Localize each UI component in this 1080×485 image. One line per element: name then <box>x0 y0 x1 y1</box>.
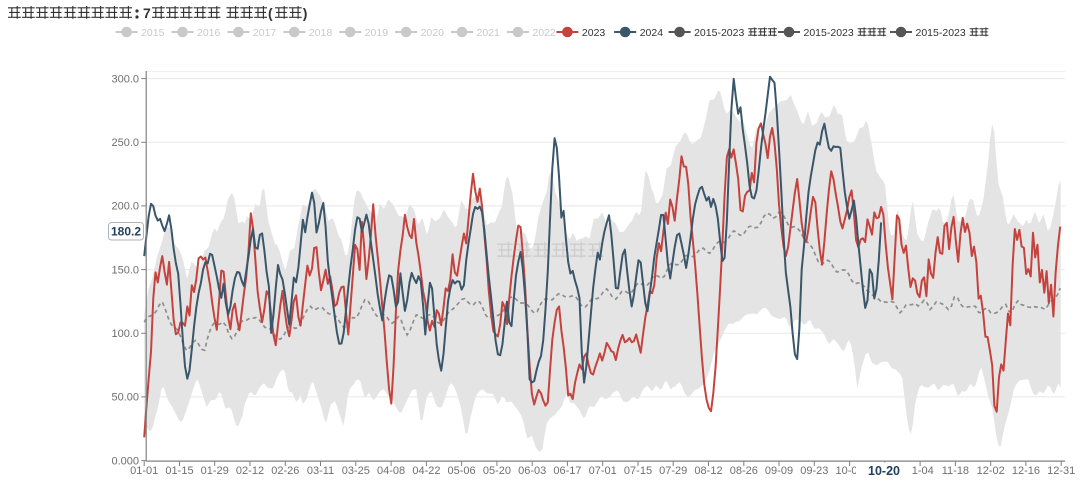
svg-text:03-25: 03-25 <box>342 465 370 477</box>
svg-text:12-02: 12-02 <box>977 465 1005 477</box>
svg-text:50.00: 50.00 <box>111 392 139 404</box>
svg-text:08-26: 08-26 <box>730 465 758 477</box>
svg-text:05-20: 05-20 <box>483 465 511 477</box>
svg-text:250.0: 250.0 <box>111 137 139 149</box>
svg-text:07-01: 07-01 <box>589 465 617 477</box>
svg-text:7: 7 <box>143 5 151 21</box>
svg-text:02-26: 02-26 <box>271 465 299 477</box>
svg-text:11-18: 11-18 <box>942 465 969 477</box>
svg-text:2015-2023: 2015-2023 <box>694 27 744 39</box>
svg-text:150.0: 150.0 <box>111 264 139 276</box>
svg-text:09-09: 09-09 <box>765 465 793 477</box>
svg-text:12-16: 12-16 <box>1012 465 1040 477</box>
svg-text:12-31: 12-31 <box>1047 465 1075 477</box>
svg-text:2021: 2021 <box>477 27 501 39</box>
svg-text:2016: 2016 <box>197 27 221 39</box>
svg-text:07-15: 07-15 <box>624 465 652 477</box>
svg-text:09-23: 09-23 <box>800 465 828 477</box>
svg-text:03-11: 03-11 <box>307 465 334 477</box>
svg-text:200.0: 200.0 <box>111 201 139 213</box>
svg-text:2017: 2017 <box>253 27 277 39</box>
svg-text:2022: 2022 <box>532 27 556 39</box>
svg-text:): ) <box>303 5 308 21</box>
svg-text:(: ( <box>268 5 273 21</box>
svg-text:08-12: 08-12 <box>694 465 722 477</box>
svg-text:2019: 2019 <box>365 27 389 39</box>
svg-text:300.0: 300.0 <box>111 73 139 85</box>
svg-text:2018: 2018 <box>309 27 333 39</box>
svg-text:04-08: 04-08 <box>377 465 405 477</box>
svg-text:2020: 2020 <box>421 27 445 39</box>
svg-text:05-06: 05-06 <box>448 465 476 477</box>
svg-text:01-15: 01-15 <box>165 465 193 477</box>
svg-text:2015-2023: 2015-2023 <box>916 27 966 39</box>
svg-text:2023: 2023 <box>582 27 606 39</box>
svg-text:07-29: 07-29 <box>659 465 687 477</box>
svg-text:04-22: 04-22 <box>412 465 440 477</box>
svg-text:2024: 2024 <box>640 27 664 39</box>
svg-text:11-04: 11-04 <box>906 465 933 477</box>
svg-text:2015-2023: 2015-2023 <box>804 27 854 39</box>
svg-text:06-03: 06-03 <box>518 465 546 477</box>
svg-text:01-29: 01-29 <box>201 465 229 477</box>
svg-text:02-12: 02-12 <box>236 465 264 477</box>
svg-text:0.000: 0.000 <box>111 455 139 467</box>
svg-text:2015: 2015 <box>141 27 165 39</box>
svg-text:01-01: 01-01 <box>130 465 158 477</box>
svg-text:100.0: 100.0 <box>111 328 139 340</box>
svg-text:180.2: 180.2 <box>111 225 141 239</box>
svg-text:10-20: 10-20 <box>868 464 900 478</box>
svg-text:06-17: 06-17 <box>553 465 581 477</box>
